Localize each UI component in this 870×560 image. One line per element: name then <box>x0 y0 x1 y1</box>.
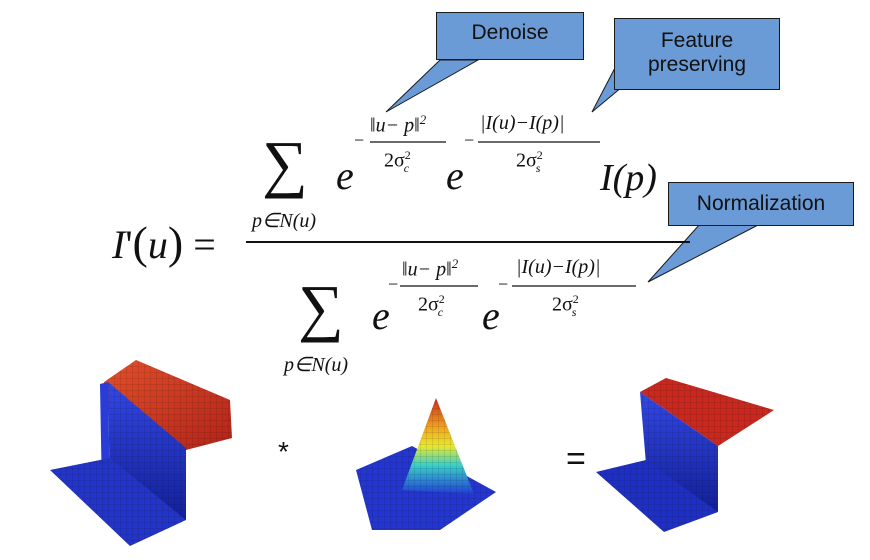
denominator-sum-index: p∈N(u) <box>284 354 349 376</box>
numerator-spatial-minus: − <box>354 130 365 150</box>
denominator-sum-symbol: ∑ <box>298 272 344 343</box>
noisy-step-surface <box>50 360 232 546</box>
numerator-spatial-den: 2σ2c <box>384 148 411 175</box>
formula-lhs: I'(u) = <box>112 217 216 268</box>
denominator-range-den: 2σ2s <box>552 292 579 319</box>
numerator-exp-range: e <box>446 153 464 198</box>
result-equals-operator: = <box>566 440 586 478</box>
normalization-callout: Normalization <box>668 182 854 226</box>
normalization-label: Normalization <box>696 192 826 215</box>
lhs-function: I <box>112 222 126 267</box>
feature-preserving-callout: Feature preserving <box>614 18 780 90</box>
denominator-spatial-den: 2σ2c <box>418 292 445 319</box>
numerator-intensity: I(p) <box>600 157 657 199</box>
convolution-operator: * <box>278 436 289 467</box>
lhs-equals: = <box>193 222 216 267</box>
numerator-sum-index: p∈N(u) <box>252 210 317 232</box>
numerator-range-minus: − <box>464 130 475 150</box>
numerator-range-num: |I(u)−I(p)| <box>480 112 565 134</box>
numerator-sum-symbol: ∑ <box>262 128 308 199</box>
numerator-range-den: 2σ2s <box>516 148 543 175</box>
denoise-callout: Denoise <box>436 12 584 60</box>
gaussian-kernel-surface <box>356 398 496 530</box>
denominator-spatial-minus: − <box>388 274 399 294</box>
denominator-exp-range: e <box>482 293 500 338</box>
normalization-pointer <box>647 223 761 283</box>
lhs-variable: u <box>147 222 168 267</box>
denominator-range-num: |I(u)−I(p)| <box>516 256 601 278</box>
denoise-pointer <box>385 59 480 113</box>
feature-label-line1: Feature <box>660 29 734 52</box>
smoothed-step-surface <box>596 378 774 532</box>
denominator-spatial-num: ‖u− p‖2 <box>402 256 459 281</box>
denominator-range-minus: − <box>498 274 509 294</box>
denoise-label: Denoise <box>471 21 549 44</box>
lhs-prime: ' <box>125 222 133 267</box>
numerator-spatial-num: ‖u− p‖2 <box>370 112 427 137</box>
feature-label-line2: preserving <box>647 53 747 76</box>
denominator-exp-spatial: e <box>372 293 390 338</box>
numerator-exp-spatial: e <box>336 153 354 198</box>
